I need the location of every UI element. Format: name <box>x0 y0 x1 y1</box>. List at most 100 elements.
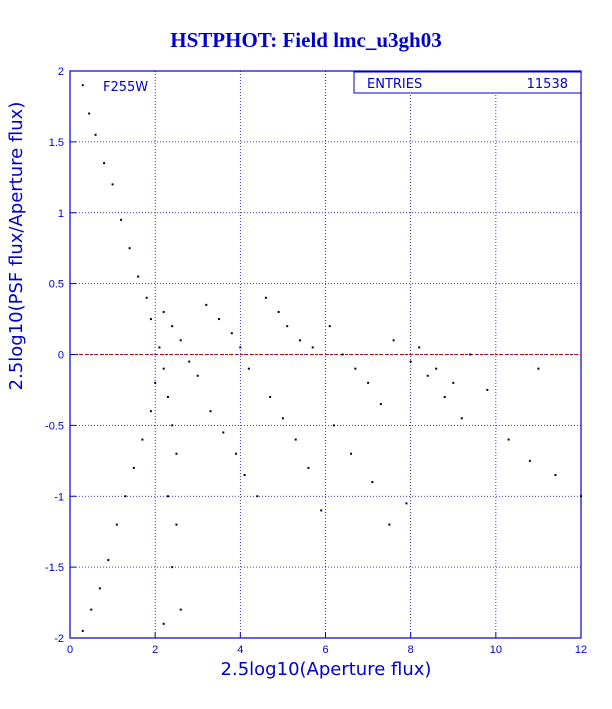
data-point <box>179 339 182 342</box>
data-point <box>247 367 250 370</box>
data-point <box>243 473 246 476</box>
data-point <box>171 325 174 328</box>
data-point <box>175 452 178 455</box>
y-axis-ticks: 2 1.5 1 0.5 0 -0.5 -1 -1.5 -2 <box>45 66 76 645</box>
data-point <box>294 438 297 441</box>
y-tick-label: 0 <box>58 350 64 362</box>
data-point <box>188 360 191 363</box>
data-point <box>371 481 374 484</box>
data-points <box>81 84 582 632</box>
filter-label: F255W <box>103 80 148 95</box>
y-tick-label: -1 <box>54 491 64 503</box>
data-point <box>196 374 199 377</box>
data-point <box>367 381 370 384</box>
data-point <box>81 629 84 632</box>
data-point <box>103 162 106 165</box>
data-point <box>166 396 169 399</box>
data-point <box>179 608 182 611</box>
data-point <box>166 495 169 498</box>
data-point <box>94 133 97 136</box>
data-point <box>409 360 412 363</box>
data-point <box>222 431 225 434</box>
data-point <box>90 608 93 611</box>
y-tick-label: 0.5 <box>49 279 64 291</box>
data-point <box>154 381 157 384</box>
data-point <box>333 424 336 427</box>
x-tick-label: 10 <box>490 644 502 656</box>
data-point <box>405 502 408 505</box>
entries-value: 11538 <box>527 77 568 92</box>
data-point <box>388 523 391 526</box>
data-point <box>137 275 140 278</box>
data-point <box>486 388 489 391</box>
data-point <box>537 367 540 370</box>
data-point <box>469 353 472 356</box>
data-point <box>162 367 165 370</box>
y-tick-label: 2 <box>58 66 64 78</box>
data-point <box>418 346 421 349</box>
x-tick-label: 0 <box>67 644 73 656</box>
data-point <box>235 452 238 455</box>
data-point <box>264 296 267 299</box>
data-point <box>88 112 91 115</box>
data-point <box>435 367 438 370</box>
data-point <box>205 303 208 306</box>
chart-title: HSTPHOT: Field lmc_u3gh03 <box>170 28 441 52</box>
data-point <box>107 559 110 562</box>
data-point <box>528 459 531 462</box>
data-point <box>307 466 310 469</box>
x-tick-label: 8 <box>408 644 414 656</box>
data-point <box>111 183 114 186</box>
x-tick-label: 2 <box>152 644 158 656</box>
data-point <box>115 523 118 526</box>
data-point <box>120 218 123 221</box>
data-point <box>311 346 314 349</box>
data-point <box>580 495 582 498</box>
stats-box-border <box>353 71 582 94</box>
data-point <box>239 346 242 349</box>
data-point <box>320 509 323 512</box>
data-point <box>256 495 259 498</box>
entries-label: ENTRIES <box>367 77 422 92</box>
data-point <box>171 566 174 569</box>
y-tick-label: 1.5 <box>49 137 64 149</box>
data-point <box>452 381 455 384</box>
x-tick-label: 12 <box>575 644 587 656</box>
y-tick-label: 1 <box>58 208 64 220</box>
data-point <box>162 310 165 313</box>
data-point <box>128 247 131 250</box>
y-tick-label: -2 <box>54 633 64 645</box>
data-point <box>328 325 331 328</box>
data-point <box>460 417 463 420</box>
x-tick-label: 6 <box>322 644 328 656</box>
data-point <box>341 353 344 356</box>
data-point <box>132 466 135 469</box>
data-point <box>298 339 301 342</box>
data-point <box>141 438 144 441</box>
data-point <box>281 417 284 420</box>
data-point <box>162 622 165 625</box>
data-point <box>149 410 152 413</box>
data-point <box>443 396 446 399</box>
y-tick-label: -1.5 <box>45 562 64 574</box>
data-point <box>149 318 152 321</box>
data-point <box>209 410 212 413</box>
data-point <box>269 396 272 399</box>
y-tick-label: -0.5 <box>45 420 64 432</box>
data-point <box>145 296 148 299</box>
x-tick-label: 4 <box>237 644 243 656</box>
x-axis-label: 2.5log10(Aperture flux) <box>221 659 432 680</box>
data-point <box>426 374 429 377</box>
data-point <box>175 523 178 526</box>
data-point <box>81 84 84 87</box>
data-point <box>277 310 280 313</box>
data-point <box>158 346 161 349</box>
data-point <box>124 495 127 498</box>
data-point <box>354 367 357 370</box>
x-axis-ticks: 0 2 4 6 8 10 12 <box>67 632 587 656</box>
data-point <box>379 403 382 406</box>
data-point <box>98 587 101 590</box>
stats-box: ENTRIES 11538 <box>353 71 582 94</box>
data-point <box>350 452 353 455</box>
y-axis-label: 2.5log10(PSF flux/Aperture flux) <box>6 102 27 391</box>
